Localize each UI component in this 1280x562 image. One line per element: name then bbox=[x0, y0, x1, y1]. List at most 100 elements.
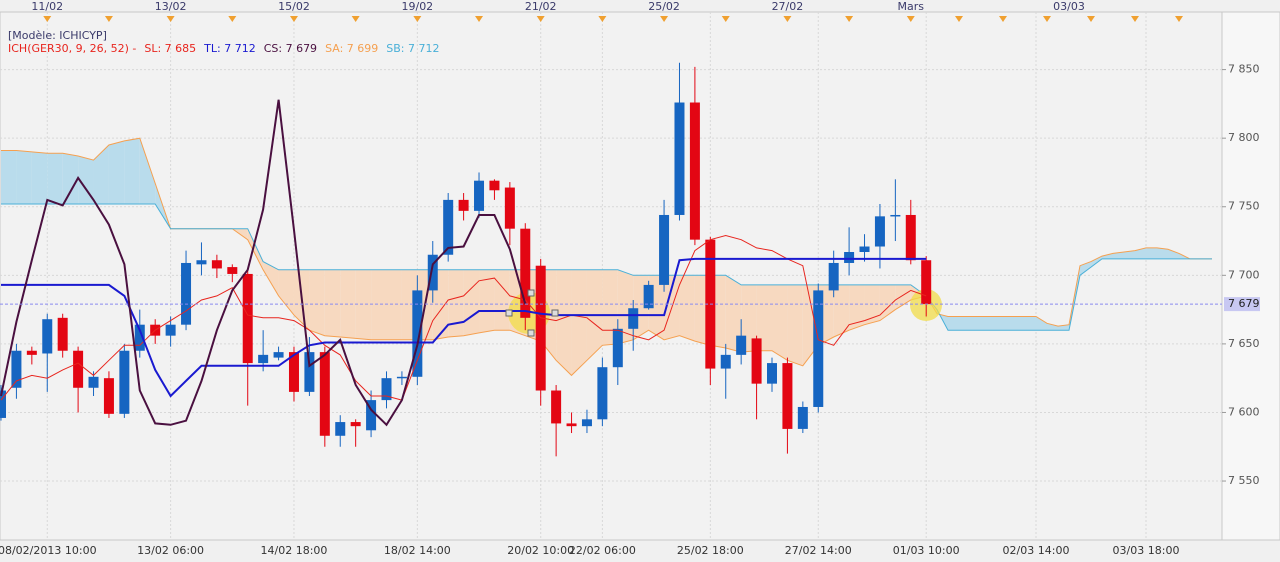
candle-body bbox=[458, 199, 469, 211]
candle-body bbox=[350, 422, 361, 427]
x-tick-label: 02/03 14:00 bbox=[1003, 544, 1070, 557]
series-line bbox=[1, 257, 927, 398]
marker bbox=[505, 309, 513, 317]
cloud-segment bbox=[772, 284, 788, 361]
y-tick-label: 7 700 bbox=[1228, 268, 1260, 281]
cloud-segment bbox=[124, 138, 140, 204]
x-tick-label: 18/02 14:00 bbox=[384, 544, 451, 557]
x-tick-label: 13/02 06:00 bbox=[137, 544, 204, 557]
cloud-segment bbox=[1014, 316, 1025, 331]
candle-body bbox=[474, 180, 485, 211]
cloud-segment bbox=[741, 284, 757, 353]
candle-body bbox=[366, 400, 377, 431]
last-price-label: 7 679 bbox=[1228, 297, 1260, 310]
y-axis-area bbox=[1221, 11, 1280, 541]
candle-body bbox=[258, 354, 269, 364]
cloud-segment bbox=[992, 316, 1003, 331]
time-marker bbox=[104, 16, 113, 22]
candle-body bbox=[242, 273, 253, 364]
cloud-segment bbox=[93, 145, 109, 204]
candle-body bbox=[181, 262, 192, 325]
cloud-segment bbox=[679, 275, 695, 342]
cloud-segment bbox=[47, 153, 63, 204]
time-marker bbox=[228, 16, 237, 22]
y-tick-label: 7 550 bbox=[1228, 474, 1260, 487]
candle-body bbox=[535, 265, 546, 391]
x-tick-label: 22/02 06:00 bbox=[569, 544, 636, 557]
cloud-segment bbox=[571, 269, 587, 376]
candle-body bbox=[720, 354, 731, 369]
top-label: 11/02 bbox=[31, 0, 63, 13]
cloud-segment bbox=[833, 284, 850, 338]
time-marker bbox=[783, 16, 792, 22]
top-label: 21/02 bbox=[525, 0, 557, 13]
cloud-segment bbox=[355, 269, 372, 340]
candle-body bbox=[443, 199, 454, 255]
marker bbox=[527, 329, 535, 337]
candle-body bbox=[165, 324, 176, 336]
candle-body bbox=[551, 390, 562, 424]
marker bbox=[527, 289, 535, 297]
candle-body bbox=[751, 338, 762, 384]
x-tick-label: 01/03 10:00 bbox=[893, 544, 960, 557]
candle-body bbox=[196, 260, 207, 265]
cloud-segment bbox=[263, 261, 279, 296]
candle-body bbox=[782, 363, 793, 429]
x-tick-label: 14/02 18:00 bbox=[261, 544, 328, 557]
candle-body bbox=[520, 228, 531, 318]
candle-body bbox=[612, 328, 623, 368]
x-tick-label: 03/03 18:00 bbox=[1113, 544, 1180, 557]
legend-entry: CS: 7 679 bbox=[264, 42, 317, 55]
legend-entry: SA: 7 699 bbox=[325, 42, 378, 55]
top-label: 03/03 bbox=[1053, 0, 1085, 13]
cloud-segment bbox=[448, 269, 464, 338]
candle-body bbox=[273, 352, 284, 358]
time-marker bbox=[413, 16, 422, 22]
candle-body bbox=[566, 423, 577, 427]
legend-entry: SL: 7 685 bbox=[144, 42, 196, 55]
candle-body bbox=[57, 317, 68, 351]
cloud-segment bbox=[1146, 247, 1157, 259]
legend-entry: TL: 7 712 bbox=[203, 42, 256, 55]
time-marker bbox=[906, 16, 915, 22]
time-marker bbox=[660, 16, 669, 22]
candle-body bbox=[921, 260, 932, 305]
time-marker bbox=[1175, 16, 1183, 22]
candle-body bbox=[628, 308, 639, 329]
time-marker bbox=[289, 16, 298, 22]
cloud-segment bbox=[1025, 316, 1036, 331]
cloud-segment bbox=[494, 269, 510, 331]
time-marker bbox=[598, 16, 607, 22]
candle-body bbox=[412, 290, 423, 377]
cloud-segment bbox=[31, 151, 48, 204]
cloud-segment bbox=[756, 284, 772, 351]
candle-body bbox=[489, 180, 500, 191]
time-marker bbox=[845, 16, 854, 22]
candle-body bbox=[335, 422, 346, 436]
candle-body bbox=[0, 390, 6, 418]
candle-body bbox=[813, 290, 824, 407]
cloud-segment bbox=[78, 156, 94, 204]
time-marker bbox=[43, 16, 52, 22]
time-marker bbox=[475, 16, 484, 22]
cloud-segment bbox=[371, 269, 387, 340]
candle-body bbox=[427, 254, 438, 291]
candle-body bbox=[319, 352, 330, 436]
candle-body bbox=[659, 214, 670, 285]
cloud-segment bbox=[1003, 316, 1014, 331]
time-marker bbox=[955, 16, 963, 22]
candle-body bbox=[581, 419, 592, 427]
cloud-segment bbox=[324, 269, 341, 338]
candle-body bbox=[26, 350, 37, 355]
cloud-segment bbox=[725, 275, 742, 353]
candle-body bbox=[73, 350, 84, 388]
time-marker bbox=[999, 16, 1007, 22]
cloud-segment bbox=[602, 269, 618, 346]
y-tick-label: 7 850 bbox=[1228, 63, 1260, 76]
model-label: [Modèle: ICHICYP] bbox=[8, 29, 107, 42]
cloud-segment bbox=[479, 269, 495, 333]
time-marker bbox=[721, 16, 730, 22]
top-label: 15/02 bbox=[278, 0, 310, 13]
cloud-segment bbox=[1157, 247, 1168, 259]
